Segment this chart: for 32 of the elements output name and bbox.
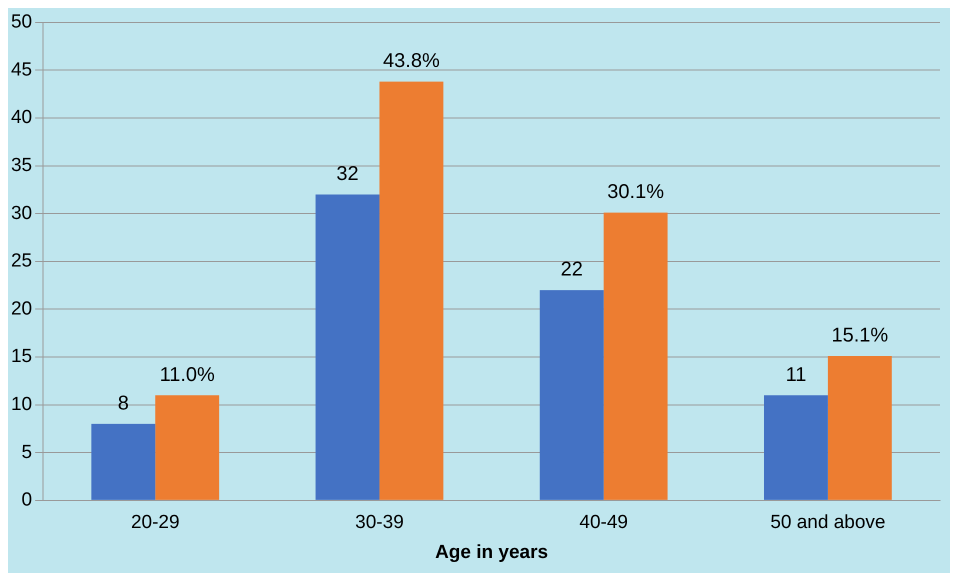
y-tick-label: 20: [10, 298, 32, 320]
data-label: 43.8%: [383, 50, 440, 72]
y-tick-label: 45: [10, 59, 32, 80]
data-label: 8: [118, 392, 129, 414]
data-label: 15.1%: [831, 324, 888, 347]
y-tick-label: 15: [10, 346, 32, 368]
x-tick-label: 40-49: [579, 512, 628, 534]
y-tick-label: 40: [10, 107, 32, 128]
x-axis-title: Age in years: [435, 542, 548, 563]
y-tick-label: 25: [10, 250, 32, 272]
x-tick-label: 20-29: [130, 512, 180, 534]
bar: [604, 212, 668, 500]
y-tick-label: 35: [10, 155, 32, 176]
bar: [379, 82, 444, 500]
bar: [828, 356, 892, 500]
x-tick-label: 30-39: [355, 512, 404, 534]
data-label: 11.0%: [160, 364, 216, 386]
y-tick-label: 30: [10, 202, 32, 224]
data-label: 30.1%: [607, 181, 664, 204]
y-tick-label: 10: [10, 394, 32, 416]
bar: [155, 395, 220, 500]
bar: [540, 290, 604, 500]
bar: [91, 424, 156, 500]
data-label: 32: [336, 162, 359, 185]
data-label: 22: [560, 258, 583, 281]
y-tick-label: 0: [22, 490, 32, 511]
y-tick-label: 5: [22, 442, 32, 463]
x-tick-label: 50 and above: [770, 512, 886, 534]
data-label: 11: [786, 364, 806, 386]
y-tick-label: 50: [10, 12, 32, 33]
bar: [764, 395, 828, 500]
bar: [316, 194, 380, 500]
